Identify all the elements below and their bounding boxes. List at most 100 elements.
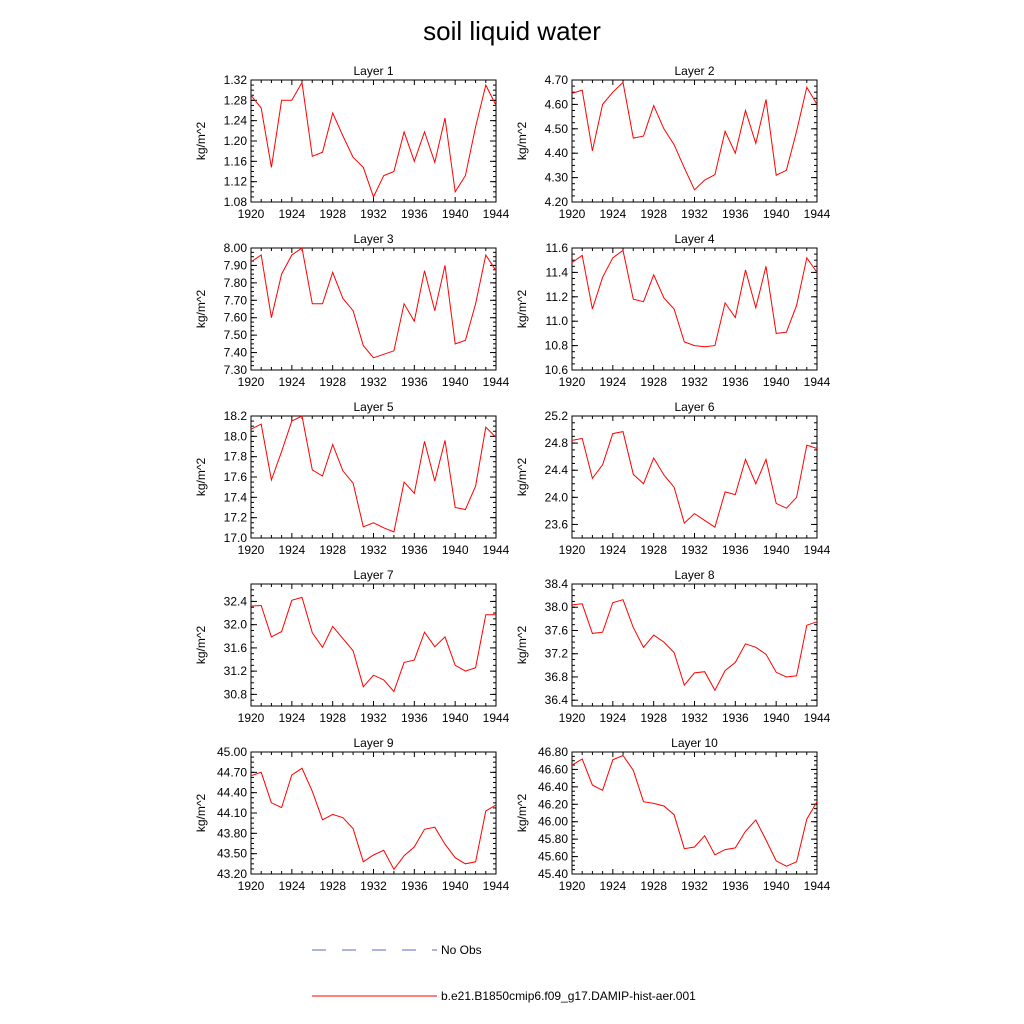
y-tick-label: 7.80	[224, 276, 248, 290]
x-tick-label: 1924	[599, 711, 626, 725]
x-tick-label: 1936	[401, 543, 428, 557]
y-tick-label: 11.4	[546, 265, 569, 279]
x-tick-label: 1924	[599, 543, 626, 557]
panel-title: Layer 5	[353, 400, 393, 414]
y-axis-label: kg/m^2	[515, 626, 529, 665]
y-tick-label: 11.0	[546, 314, 569, 328]
series-line	[571, 754, 818, 867]
panel-layer-4: Layer 4 kg/m^2 1920 1924 1928 1932 1936 1940 194…	[515, 232, 831, 389]
x-tick-label: 1944	[804, 207, 831, 221]
series-line	[250, 596, 496, 693]
plot-frame	[250, 751, 497, 875]
legend-model-label: b.e21.B1850cmip6.f09_g17.DAMIP-hist-aer.…	[441, 989, 696, 1003]
x-tick-label: 1928	[640, 711, 667, 725]
y-tick-label: 4.60	[545, 97, 569, 111]
x-tick-label: 1940	[442, 879, 469, 893]
y-tick-label: 1.16	[224, 154, 248, 168]
y-tick-label: 37.2	[545, 647, 569, 661]
y-tick-label: 24.4	[545, 463, 569, 477]
x-tick-label: 1944	[804, 711, 831, 725]
y-tick-label: 7.30	[224, 363, 248, 377]
panel-title: Layer 10	[671, 736, 718, 750]
x-tick-label: 1924	[278, 879, 305, 893]
y-tick-label: 43.50	[217, 847, 247, 861]
y-tick-label: 18.0	[224, 429, 248, 443]
y-axis-label: kg/m^2	[515, 122, 529, 161]
x-tick-label: 1940	[442, 543, 469, 557]
panel-title: Layer 6	[674, 400, 714, 414]
y-tick-label: 31.2	[224, 664, 248, 678]
x-tick-label: 1944	[804, 543, 831, 557]
x-tick-label: 1932	[360, 543, 387, 557]
x-tick-label: 1936	[722, 207, 749, 221]
x-tick-label: 1928	[640, 207, 667, 221]
panel-layer-7: Layer 7 kg/m^2 1920 1924 1928 1932 1936 1940 194…	[194, 568, 510, 725]
series-line	[571, 431, 818, 528]
panel-title: Layer 8	[674, 568, 714, 582]
x-tick-label: 1936	[722, 375, 749, 389]
y-axis-label: kg/m^2	[194, 290, 208, 329]
y-tick-label: 46.40	[538, 780, 568, 794]
y-tick-label: 1.08	[224, 195, 248, 209]
y-tick-label: 45.00	[217, 745, 247, 759]
y-tick-label: 38.4	[545, 577, 569, 591]
y-tick-label: 44.70	[217, 765, 247, 779]
panel-layer-3: Layer 3 kg/m^2 1920 1924 1928 1932 1936 1940 194…	[194, 232, 510, 389]
x-tick-label: 1924	[278, 543, 305, 557]
y-tick-label: 30.8	[224, 687, 248, 701]
y-tick-label: 10.6	[545, 363, 569, 377]
x-tick-label: 1940	[442, 711, 469, 725]
y-tick-label: 45.80	[538, 832, 568, 846]
y-tick-label: 17.8	[224, 450, 248, 464]
y-tick-label: 7.90	[224, 258, 248, 272]
y-tick-label: 1.28	[224, 93, 248, 107]
plot-frame	[571, 751, 818, 875]
y-tick-label: 43.80	[217, 826, 247, 840]
x-tick-label: 1932	[360, 879, 387, 893]
y-tick-label: 8.00	[224, 241, 248, 255]
y-tick-label: 10.8	[545, 339, 569, 353]
x-tick-label: 1936	[401, 879, 428, 893]
x-tick-label: 1940	[763, 879, 790, 893]
x-tick-label: 1924	[599, 207, 626, 221]
y-tick-label: 45.60	[538, 850, 568, 864]
x-tick-label: 1928	[640, 543, 667, 557]
y-tick-label: 17.0	[224, 531, 248, 545]
y-tick-label: 24.0	[545, 490, 569, 504]
y-tick-label: 1.12	[224, 175, 248, 189]
x-tick-label: 1940	[763, 711, 790, 725]
series-line	[571, 599, 818, 692]
y-tick-label: 4.50	[545, 122, 569, 136]
y-tick-label: 36.8	[545, 670, 569, 684]
series-line	[250, 247, 497, 359]
x-tick-label: 1932	[360, 207, 387, 221]
panel-layer-8: Layer 8 kg/m^2 1920 1924 1928 1932 1936 1940 194…	[515, 568, 831, 725]
x-tick-label: 1928	[319, 375, 346, 389]
x-tick-label: 1944	[483, 543, 510, 557]
y-tick-label: 36.4	[545, 693, 569, 707]
chart-panels: Layer 1 kg/m^2 1920 1924 1928 1932 1936 1940 194…	[194, 64, 831, 893]
x-tick-label: 1924	[278, 711, 305, 725]
x-tick-label: 1936	[401, 375, 428, 389]
x-tick-label: 1924	[599, 375, 626, 389]
panel-layer-5: Layer 5 kg/m^2 1920 1924 1928 1932 1936 1940 194…	[194, 400, 510, 557]
x-tick-label: 1924	[278, 375, 305, 389]
y-tick-label: 37.6	[545, 623, 569, 637]
panel-title: Layer 4	[674, 232, 714, 246]
y-tick-label: 4.40	[545, 146, 569, 160]
x-tick-label: 1944	[804, 879, 831, 893]
y-tick-label: 46.60	[538, 762, 568, 776]
x-tick-label: 1932	[681, 879, 708, 893]
y-tick-label: 46.20	[538, 797, 568, 811]
x-tick-label: 1920	[238, 207, 265, 221]
x-tick-label: 1924	[599, 879, 626, 893]
x-tick-label: 1932	[360, 375, 387, 389]
panel-layer-6: Layer 6 kg/m^2 1920 1924 1928 1932 1936 1940 194…	[515, 400, 831, 557]
x-tick-label: 1936	[722, 543, 749, 557]
x-tick-label: 1920	[238, 879, 265, 893]
x-tick-label: 1940	[763, 543, 790, 557]
plot-frame	[571, 79, 818, 203]
x-tick-label: 1920	[559, 711, 586, 725]
y-tick-label: 1.24	[224, 114, 248, 128]
